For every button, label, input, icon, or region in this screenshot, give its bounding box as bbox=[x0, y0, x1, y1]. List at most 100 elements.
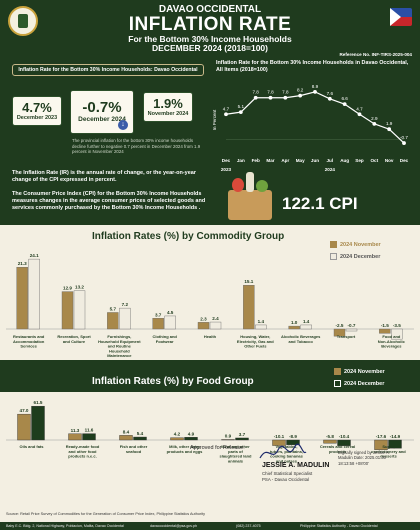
bar bbox=[170, 437, 184, 441]
bar-value-label: -3.5 bbox=[393, 323, 401, 328]
bar bbox=[68, 433, 82, 441]
bar bbox=[288, 325, 300, 330]
data-label: 7.8 bbox=[282, 90, 289, 95]
data-label: 7.6 bbox=[327, 91, 334, 96]
category-label: Ready-made food and other food products n.… bbox=[66, 444, 100, 459]
bar-value-label: 8.4 bbox=[123, 429, 130, 434]
data-point bbox=[327, 96, 332, 101]
source-note: Source: Retail Price Survey of Commoditi… bbox=[6, 512, 206, 516]
bar bbox=[209, 321, 222, 330]
legend-swatch bbox=[330, 253, 337, 260]
category-label: Alcoholic Beverages and Tobacco bbox=[281, 334, 321, 344]
legend-nov: 2024 November bbox=[330, 241, 381, 248]
kpi-label: December 2024 bbox=[78, 116, 126, 123]
bar bbox=[221, 439, 235, 441]
email-link[interactable]: davaooccidental@psa.gov.ph bbox=[150, 524, 197, 528]
bar bbox=[345, 328, 358, 332]
bar-value-label: 2.3 bbox=[200, 316, 207, 321]
x-tick-label: Jun bbox=[311, 158, 319, 163]
data-label: 8.2 bbox=[297, 88, 304, 93]
category-label: Transport bbox=[337, 334, 356, 339]
x-tick-label: Oct bbox=[370, 158, 378, 163]
food-chart-card: 47.0 61.5 Oils and fats 11.3 11.6 Ready-made … bbox=[0, 392, 420, 522]
category-label: Restaurants and Accommodation Services bbox=[13, 334, 45, 349]
legend-label: 2024 December bbox=[340, 253, 381, 260]
line-chart: Inflation Rate for the Bottom 30% Income… bbox=[212, 60, 412, 178]
data-point bbox=[402, 141, 406, 145]
bar-value-label: 5.4 bbox=[137, 431, 144, 436]
bar-value-label: 47.0 bbox=[20, 408, 29, 413]
bar bbox=[119, 435, 133, 441]
bar-value-label: -5.8 bbox=[326, 434, 334, 439]
bar-value-label: -14.9 bbox=[390, 434, 401, 439]
bar-value-label: 24.1 bbox=[30, 253, 39, 258]
category-label: Oils and fats bbox=[19, 444, 44, 449]
kpi-dec-2024: -0.7% December 2024 ↓ bbox=[70, 90, 134, 134]
bar-value-label: 4.5 bbox=[167, 310, 174, 315]
x-tick-label: Nov bbox=[385, 158, 394, 163]
signatory-role: Chief Statistical Specialist bbox=[262, 471, 313, 476]
data-point bbox=[298, 93, 303, 98]
food-title: Inflation Rates (%) by Food Group bbox=[92, 376, 254, 387]
data-point bbox=[283, 95, 288, 100]
kpi-nov-2024: 1.9% November 2024 bbox=[143, 92, 193, 122]
bar-value-label: 4.2 bbox=[174, 432, 181, 437]
bar bbox=[17, 413, 31, 441]
cpi-definition: The Consumer Price Index (CPI) for the B… bbox=[12, 191, 206, 211]
bar-value-label: 2.4 bbox=[212, 316, 219, 321]
bar-value-label: -17.6 bbox=[376, 434, 387, 439]
kpi-label: November 2024 bbox=[147, 111, 189, 117]
page-title: INFLATION RATE bbox=[128, 14, 292, 35]
data-label: 5.1 bbox=[238, 104, 245, 109]
data-label: 2.9 bbox=[371, 116, 378, 121]
data-point bbox=[268, 95, 273, 100]
kpi-dec-2023: 4.7% December 2023 bbox=[12, 96, 62, 126]
bar bbox=[61, 291, 74, 330]
bar-value-label: 4.9 bbox=[188, 431, 195, 436]
bar-value-label: 1.0 bbox=[291, 320, 298, 325]
data-label: 4.7 bbox=[356, 106, 363, 111]
category-label: Recreation, Sport and Culture bbox=[57, 334, 91, 344]
bar-value-label: -0.7 bbox=[348, 323, 356, 328]
bar-value-label: 1.4 bbox=[303, 319, 310, 324]
data-point bbox=[238, 110, 243, 115]
org-name: Philippine Statistics Authority - Davao … bbox=[300, 524, 378, 528]
bar-value-label: 3.7 bbox=[155, 312, 162, 317]
legend-label: 2024 November bbox=[340, 241, 381, 248]
bar bbox=[391, 328, 403, 340]
bar bbox=[152, 318, 164, 330]
footer-bar: Baby E.C. Bldg. 2, National Highway, Pob… bbox=[0, 522, 420, 530]
data-label: 8.9 bbox=[312, 84, 319, 89]
category-label: Health bbox=[204, 334, 217, 339]
kpi-value: 4.7% bbox=[22, 100, 52, 115]
bar bbox=[31, 405, 45, 441]
philippine-flag-icon bbox=[390, 8, 412, 26]
inflation-definition: The Inflation Rate (IR) is the annual ra… bbox=[12, 170, 196, 183]
legend-swatch bbox=[334, 368, 341, 375]
inflation-note: The provincial inflation for the bottom … bbox=[72, 138, 201, 154]
digital-signature-note: Digitally signed by Jessie A. Madulin Da… bbox=[338, 450, 390, 466]
x-tick-label: Feb bbox=[252, 158, 260, 163]
data-point bbox=[224, 112, 228, 117]
x-tick-label: Aug bbox=[340, 158, 349, 163]
bar bbox=[333, 328, 346, 337]
bar-value-label: -10.1 bbox=[274, 434, 285, 439]
line-chart-svg: In Percent 4.7 Dec 5.1 Jan 7.8 Feb 7.8 Mar 7.8 Apr… bbox=[212, 84, 409, 172]
bar bbox=[28, 258, 40, 330]
x-tick-label: Apr bbox=[281, 158, 289, 163]
bar-value-label: -8.9 bbox=[289, 434, 297, 439]
commodity-section: Inflation Rates (%) by Commodity Group 2… bbox=[0, 225, 420, 360]
psa-logo-icon bbox=[8, 6, 38, 36]
bar bbox=[286, 439, 300, 446]
bar-value-label: 0.9 bbox=[225, 434, 232, 439]
category-label: Food and Non-Alcoholic Beverages bbox=[378, 334, 406, 349]
province-title: DAVAO OCCIDENTAL bbox=[158, 4, 262, 15]
category-label: Housing, Water, Electricity, Gas and Other… bbox=[237, 334, 274, 349]
line-chart-title: Inflation Rate for the Bottom 30% Income… bbox=[216, 60, 409, 73]
legend-dec-food: 2024 December bbox=[334, 380, 384, 387]
arrow-down-icon: ↓ bbox=[118, 120, 128, 130]
bar bbox=[164, 315, 176, 330]
bar bbox=[16, 267, 28, 330]
bar bbox=[119, 307, 131, 330]
data-point bbox=[387, 127, 392, 132]
